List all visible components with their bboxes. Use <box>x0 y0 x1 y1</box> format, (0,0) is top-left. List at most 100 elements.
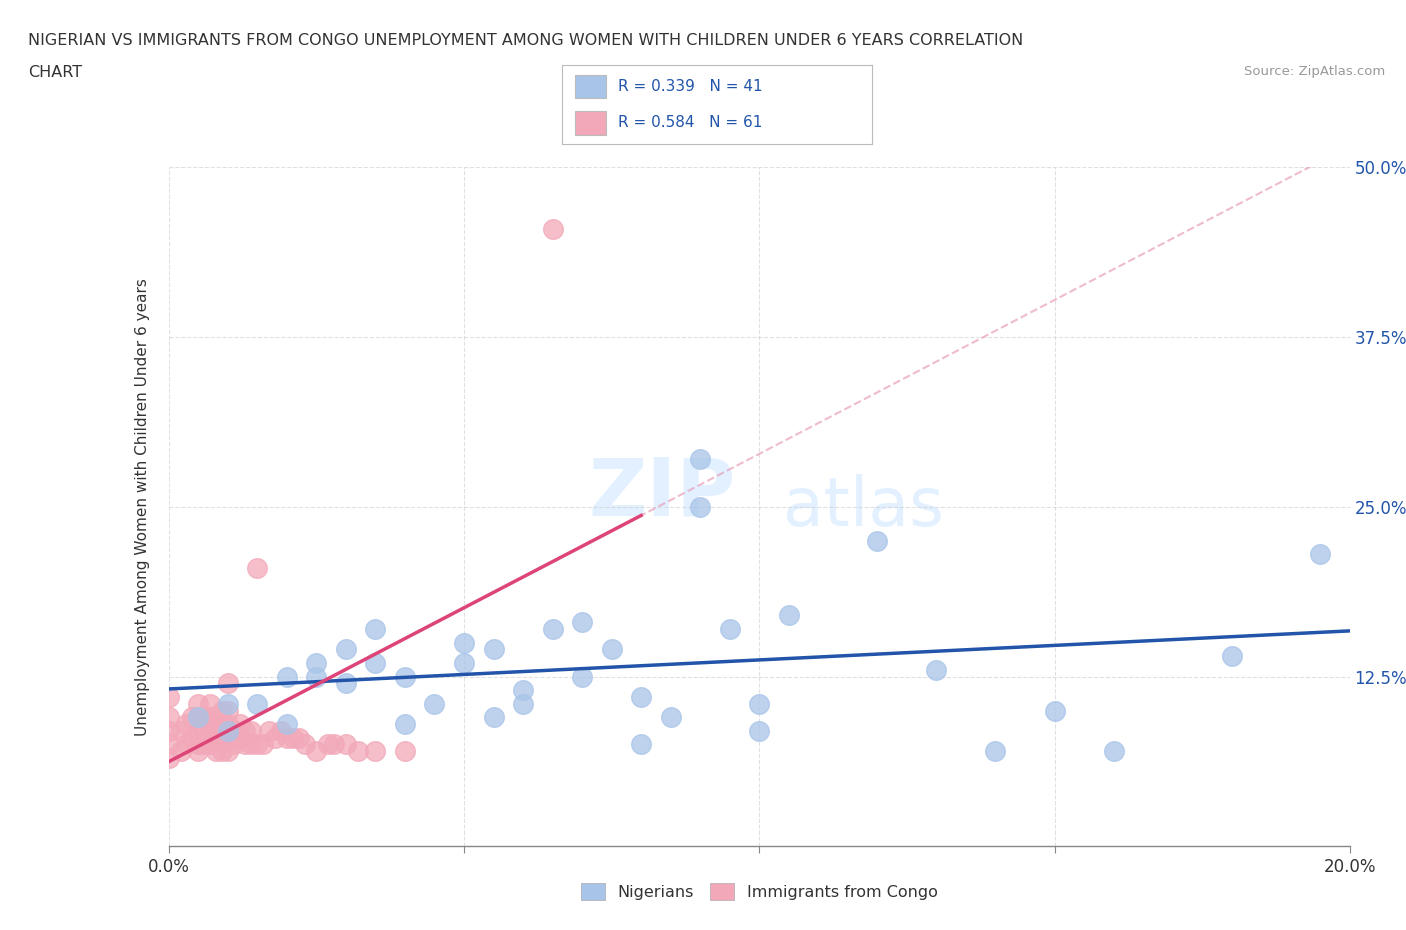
Point <box>541 221 564 236</box>
Text: atlas: atlas <box>783 474 943 539</box>
Point <box>335 737 357 752</box>
Point <box>252 737 274 752</box>
Point <box>176 737 198 752</box>
Point <box>600 642 623 657</box>
Point <box>193 737 215 752</box>
Point <box>305 670 328 684</box>
Point <box>984 744 1007 759</box>
Point <box>423 697 446 711</box>
Point <box>305 656 328 671</box>
Point <box>235 737 257 752</box>
Point <box>211 703 233 718</box>
Text: R = 0.339   N = 41: R = 0.339 N = 41 <box>619 79 762 94</box>
Point <box>630 737 652 752</box>
Point <box>211 730 233 745</box>
Point <box>689 452 711 467</box>
Point <box>748 724 770 738</box>
Point <box>1220 649 1243 664</box>
Point <box>222 724 245 738</box>
Point <box>264 730 287 745</box>
Point <box>181 730 204 745</box>
Point <box>169 724 191 738</box>
Text: ZIP: ZIP <box>588 454 735 532</box>
Point <box>228 730 250 745</box>
Point <box>316 737 339 752</box>
Point <box>217 730 239 745</box>
Point <box>270 724 292 738</box>
Point <box>211 717 233 732</box>
Point <box>187 737 209 752</box>
Point <box>246 737 269 752</box>
Point <box>217 724 239 738</box>
Text: Source: ZipAtlas.com: Source: ZipAtlas.com <box>1244 65 1385 78</box>
Point <box>689 499 711 514</box>
Point <box>217 697 239 711</box>
Point <box>187 744 209 759</box>
Point <box>571 670 593 684</box>
Point <box>257 724 280 738</box>
Point <box>205 744 228 759</box>
Point <box>364 621 387 636</box>
Bar <box>575 111 606 135</box>
Point <box>222 737 245 752</box>
Point <box>866 534 889 549</box>
Point <box>169 744 191 759</box>
Y-axis label: Unemployment Among Women with Children Under 6 years: Unemployment Among Women with Children U… <box>135 278 150 736</box>
Point <box>925 662 948 677</box>
Point <box>335 676 357 691</box>
Point <box>246 561 269 576</box>
Point <box>287 730 309 745</box>
Point <box>181 710 204 724</box>
Point <box>205 730 228 745</box>
Point <box>512 697 534 711</box>
Point <box>217 703 239 718</box>
Text: CHART: CHART <box>28 65 82 80</box>
Point <box>198 724 221 738</box>
Point <box>157 737 180 752</box>
Point <box>157 689 180 704</box>
Point <box>541 621 564 636</box>
Point <box>157 751 180 765</box>
Point <box>193 724 215 738</box>
Point <box>294 737 316 752</box>
Legend: Nigerians, Immigrants from Congo: Nigerians, Immigrants from Congo <box>575 877 943 906</box>
Point <box>217 717 239 732</box>
Bar <box>575 74 606 99</box>
Point <box>718 621 741 636</box>
Point <box>205 717 228 732</box>
Point <box>211 744 233 759</box>
Point <box>1309 547 1331 562</box>
Point <box>323 737 346 752</box>
Point <box>1102 744 1125 759</box>
Point <box>187 697 209 711</box>
Point <box>198 710 221 724</box>
Point <box>482 642 505 657</box>
Point <box>240 737 263 752</box>
Point <box>187 710 209 724</box>
Point <box>394 670 416 684</box>
Point <box>217 676 239 691</box>
Point <box>571 615 593 630</box>
Point <box>748 697 770 711</box>
Point <box>228 717 250 732</box>
Point <box>193 710 215 724</box>
Point <box>394 717 416 732</box>
Point <box>453 656 475 671</box>
Point <box>364 656 387 671</box>
Point <box>335 642 357 657</box>
Point <box>157 710 180 724</box>
Point <box>659 710 682 724</box>
Point <box>346 744 368 759</box>
Point <box>364 744 387 759</box>
Point <box>240 724 263 738</box>
Text: R = 0.584   N = 61: R = 0.584 N = 61 <box>619 115 762 130</box>
Point <box>176 717 198 732</box>
Point <box>276 717 298 732</box>
Point <box>235 724 257 738</box>
Point <box>276 730 298 745</box>
Point <box>482 710 505 724</box>
Point <box>198 737 221 752</box>
Point <box>187 724 209 738</box>
Point <box>276 670 298 684</box>
Point <box>246 697 269 711</box>
